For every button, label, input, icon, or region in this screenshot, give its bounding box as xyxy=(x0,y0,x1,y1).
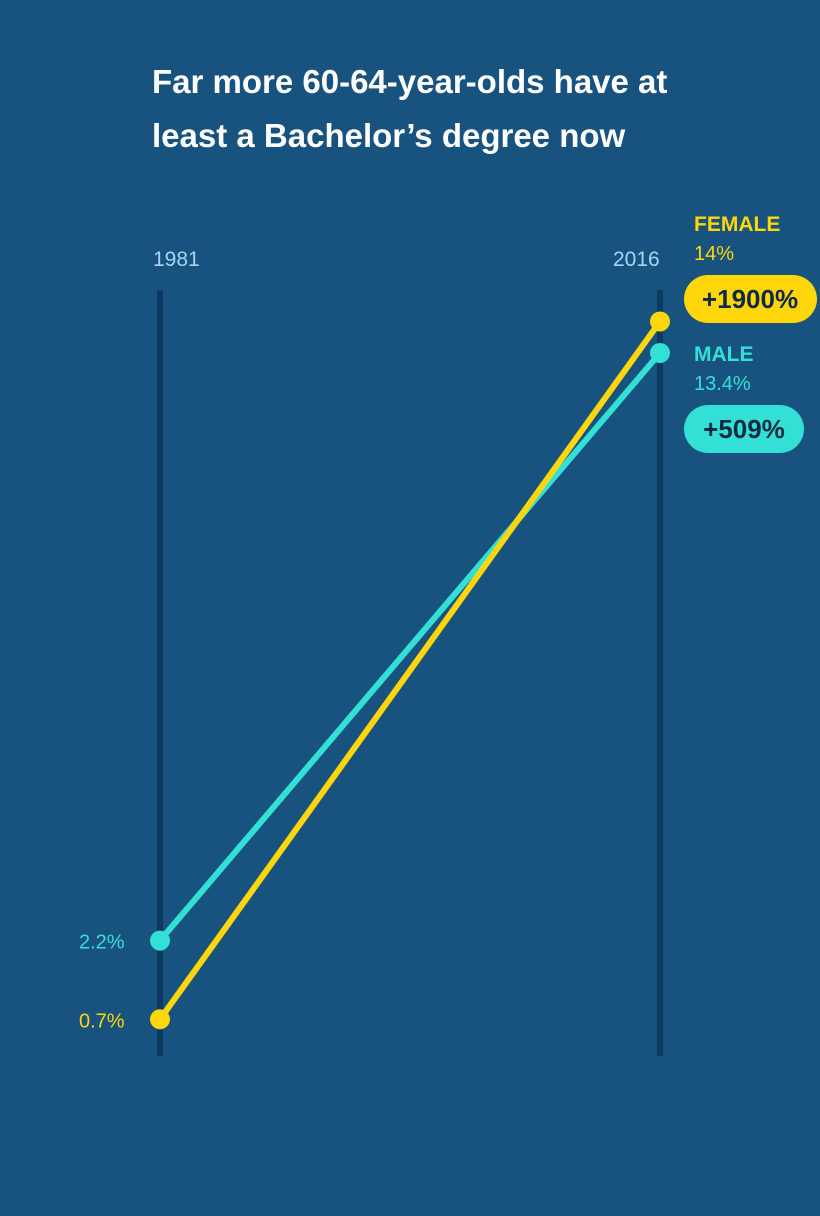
male-change-label: +509% xyxy=(703,414,785,444)
female-change-label: +1900% xyxy=(702,284,798,314)
point-female-1981 xyxy=(150,1009,170,1030)
start-value-label-male: 2.2% xyxy=(79,932,125,954)
male-change-pill xyxy=(684,405,804,453)
female-change-pill xyxy=(684,275,817,323)
series-layer xyxy=(150,311,670,1030)
x-label-2016: 2016 xyxy=(613,248,660,271)
start-value-label-female: 0.7% xyxy=(79,1010,125,1032)
series-line-female xyxy=(157,318,663,1023)
legend-female-value: 14% xyxy=(694,243,734,265)
legend-male-value: 13.4% xyxy=(694,373,751,395)
point-male-2016 xyxy=(650,342,670,363)
chart-title-line-1: Far more 60-64-year-olds have at xyxy=(152,63,667,100)
legend-male-name: MALE xyxy=(694,343,754,366)
point-male-1981 xyxy=(150,930,170,951)
series-line-male xyxy=(157,349,663,944)
point-female-2016 xyxy=(650,311,670,332)
x-label-1981: 1981 xyxy=(153,248,200,271)
legend-female-name: FEMALE xyxy=(694,213,780,236)
chart-title-line-2: least a Bachelor’s degree now xyxy=(152,117,626,154)
